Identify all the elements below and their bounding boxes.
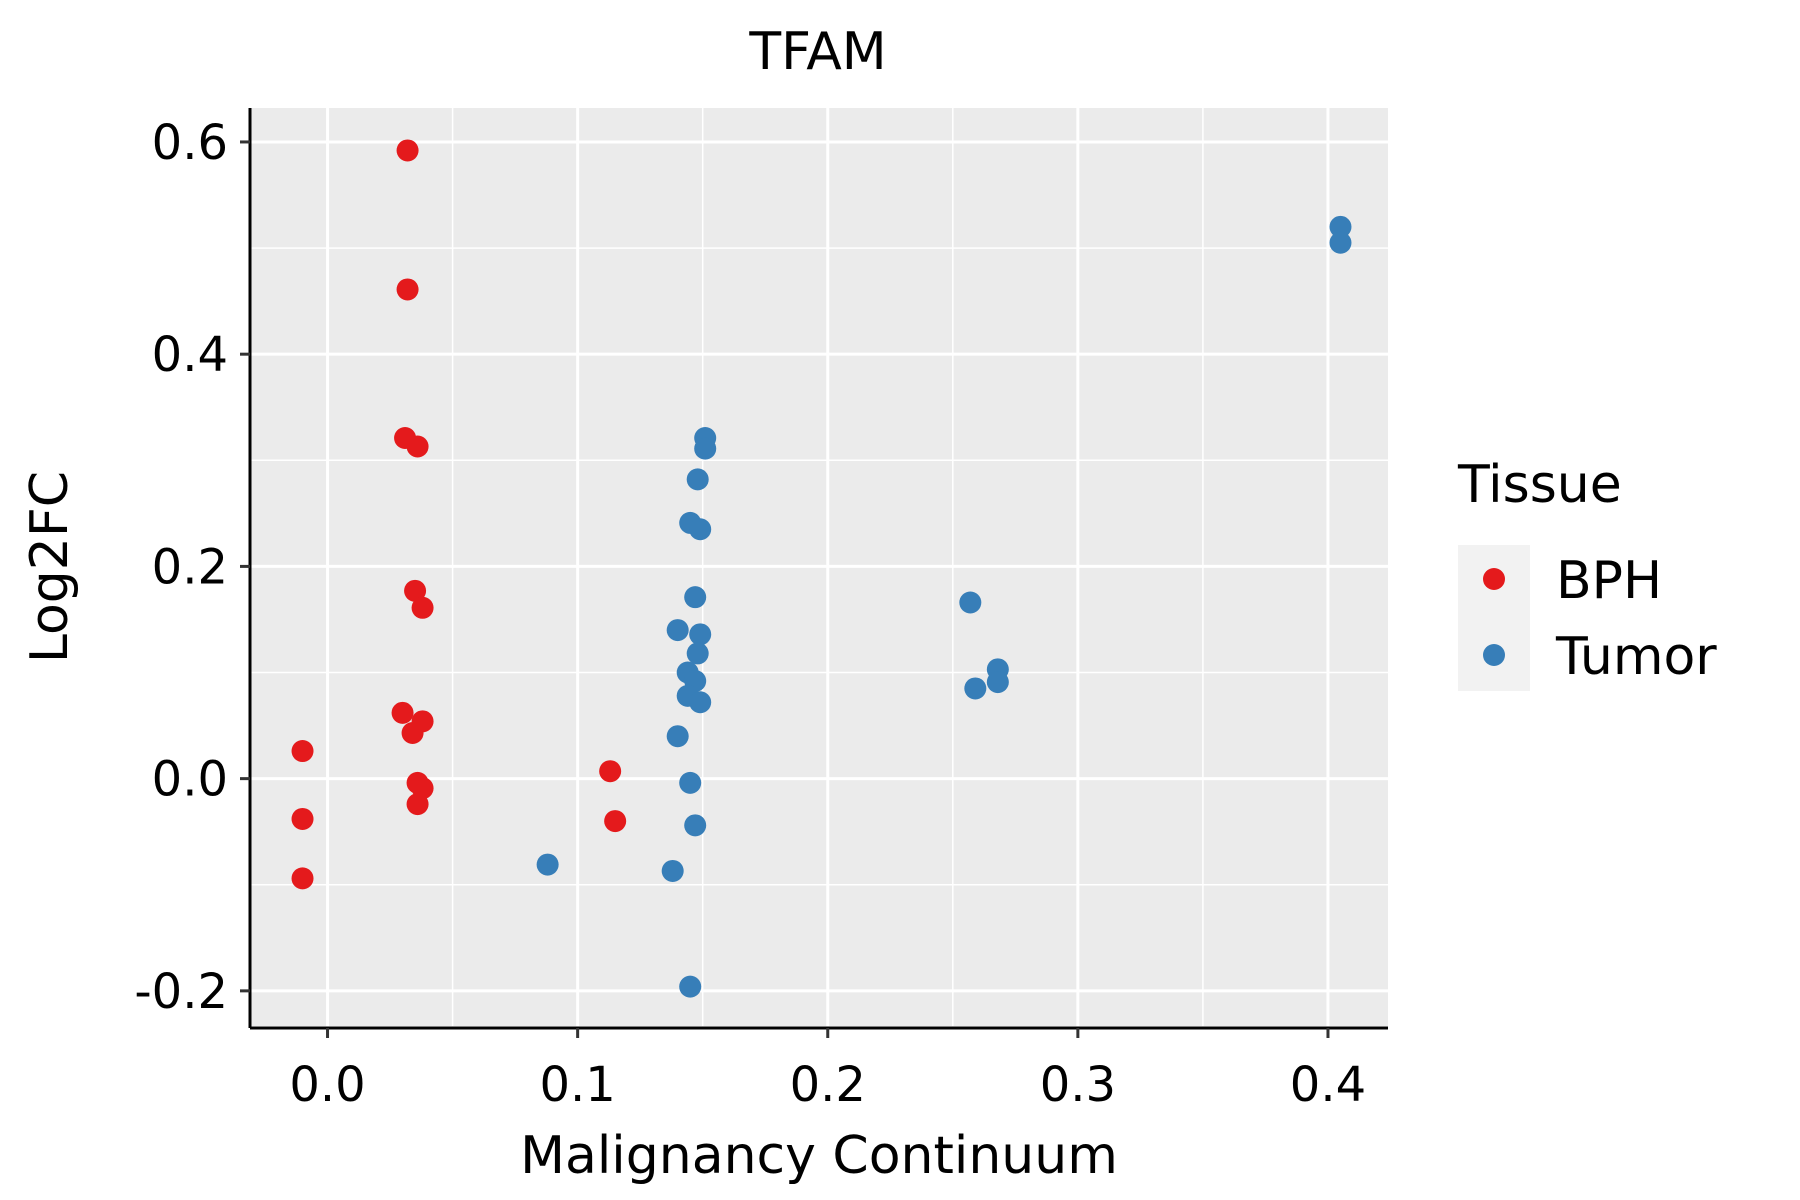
point-tumor	[1329, 215, 1352, 238]
point-tumor	[679, 771, 702, 794]
y-axis-title: Log2FC	[20, 471, 80, 663]
point-bph	[291, 807, 314, 830]
legend-key-tumor	[1483, 644, 1505, 666]
point-bph	[406, 793, 429, 816]
x-tick-label: 0.3	[1040, 1057, 1116, 1113]
chart-title: TFAM	[748, 22, 886, 82]
point-bph	[396, 278, 419, 301]
point-bph	[604, 810, 627, 833]
x-tick-label: 0.1	[539, 1057, 615, 1113]
point-tumor	[666, 619, 689, 642]
point-tumor	[661, 859, 684, 882]
legend-key-background	[1458, 545, 1530, 691]
x-tick-label: 0.0	[289, 1057, 365, 1113]
point-tumor	[964, 677, 987, 700]
point-bph	[291, 867, 314, 890]
x-axis-ticks: 0.0 0.1 0.2 0.3 0.4	[289, 1028, 1366, 1113]
point-tumor	[959, 591, 982, 614]
y-axis-ticks: -0.2 0.0 0.2 0.4 0.6	[134, 115, 250, 1020]
point-bph	[401, 722, 424, 745]
x-axis-title: Malignancy Continuum	[520, 1126, 1118, 1186]
legend-key-bph	[1483, 568, 1505, 590]
point-bph	[404, 579, 427, 602]
point-bph	[411, 596, 434, 619]
point-tumor	[679, 975, 702, 998]
point-bph	[291, 740, 314, 763]
data-points	[291, 139, 1352, 998]
point-tumor	[684, 814, 707, 837]
point-tumor	[689, 691, 712, 714]
y-tick-label: 0.6	[152, 115, 228, 171]
point-tumor	[684, 586, 707, 609]
legend-label-tumor: Tumor	[1555, 627, 1717, 687]
y-tick-label: 0.4	[152, 327, 228, 383]
point-bph	[396, 139, 419, 162]
point-tumor	[1329, 231, 1352, 254]
point-tumor	[689, 518, 712, 541]
grid-major-lines	[250, 108, 1388, 1028]
y-tick-label: 0.2	[152, 539, 228, 595]
point-tumor	[686, 642, 709, 665]
x-tick-label: 0.4	[1290, 1057, 1366, 1113]
y-tick-label: 0.0	[152, 752, 228, 808]
point-bph	[599, 760, 622, 783]
point-bph	[406, 435, 429, 458]
legend: Tissue BPH Tumor	[1457, 455, 1717, 691]
point-tumor	[694, 437, 717, 460]
point-tumor	[536, 853, 559, 876]
point-tumor	[686, 468, 709, 491]
point-tumor	[986, 671, 1009, 694]
point-bph	[391, 701, 414, 724]
legend-label-bph: BPH	[1556, 551, 1662, 611]
point-tumor	[666, 725, 689, 748]
legend-items: BPH Tumor	[1483, 551, 1717, 687]
grid-minor-lines	[250, 108, 1388, 1028]
legend-title: Tissue	[1457, 455, 1622, 515]
x-tick-label: 0.2	[790, 1057, 866, 1113]
point-tumor	[689, 623, 712, 646]
y-tick-label: -0.2	[134, 964, 228, 1020]
